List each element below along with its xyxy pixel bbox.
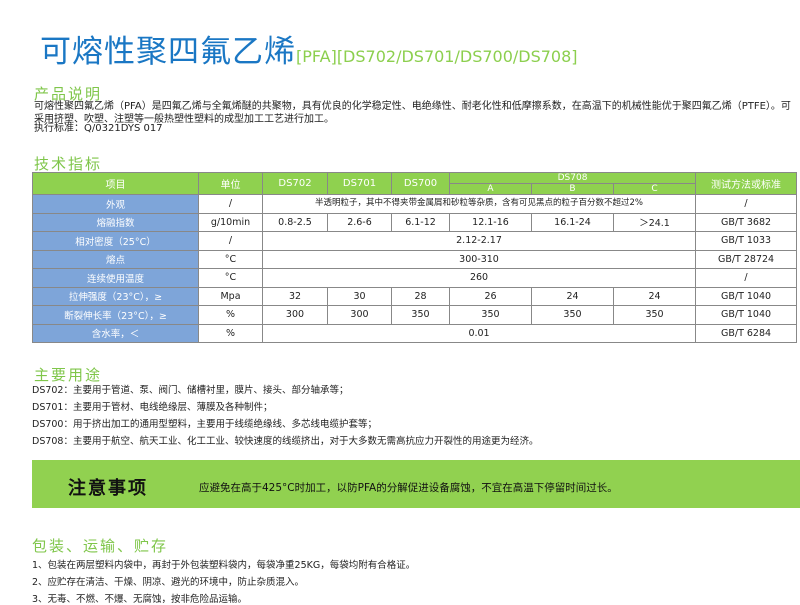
use-item: DS700：用于挤出加工的通用型塑料，主要用于线缆绝缘线、多芯线电缆护套等； — [32, 419, 377, 430]
storage-item: 3、无毒、不燃、不爆、无腐蚀，按非危险品运输。 — [32, 594, 248, 605]
col-ds700: DS700 — [391, 172, 450, 195]
spec-item: 含水率，＜ — [32, 323, 199, 343]
spec-item: 断裂伸长率（23°C），≥ — [32, 305, 199, 325]
storage-item: 2、应贮存在清洁、干燥、阴凉、避光的环境中，防止杂质混入。 — [32, 577, 305, 588]
col-ds708-c: C — [612, 183, 697, 195]
product-name: 可熔性聚四氟乙烯 — [40, 34, 296, 70]
specs-table: 项目 单位 DS702 DS701 DS700 DS708 测试方法或标准 A … — [32, 172, 798, 343]
notice-text: 应避免在高于425°C时加工，以防PFA的分解促进设备腐蚀，不宜在高温下停留时间… — [199, 482, 618, 494]
spec-item: 连续使用温度 — [32, 268, 199, 288]
spec-value: 350 — [612, 305, 697, 325]
spec-value: 32 — [262, 286, 328, 306]
spec-value: 半透明粒子，其中不得夹带金属屑和砂粒等杂质，含有可见黑点的粒子百分数不超过2% — [261, 194, 697, 214]
spec-value: 300-310 — [261, 249, 697, 269]
spec-unit: % — [198, 305, 263, 325]
description-heading: 产品说明 — [34, 85, 103, 103]
spec-row: 拉伸强度（23°C），≥ Mpa 32 30 28 26 24 24 GB/T 1040 — [32, 286, 798, 306]
spec-value: 2.12-2.17 — [261, 231, 697, 251]
spec-unit: / — [198, 231, 263, 251]
spec-row: 断裂伸长率（23°C），≥% 300 300 350 350 350 350 GB/T 104… — [32, 305, 798, 325]
spec-method: GB/T 1040 — [695, 286, 798, 306]
col-method: 测试方法或标准 — [695, 172, 798, 195]
spec-method: GB/T 28724 — [695, 249, 798, 269]
description-body: 可熔性聚四氟乙烯（PFA）是四氟乙烯与全氟烯醚的共聚物，具有优良的化学稳定性、电… — [34, 101, 791, 125]
spec-row: 相对密度（25°C）/2.12-2.17 GB/T 1033 — [32, 231, 798, 251]
spec-item: 相对密度（25°C） — [32, 231, 199, 251]
spec-unit: °C — [198, 249, 263, 269]
execution-standard: 执行标准：Q/0321DYS 017 — [34, 123, 163, 134]
spec-unit: °C — [198, 268, 263, 288]
spec-value: 24 — [531, 286, 614, 306]
uses-heading: 主要用途 — [34, 366, 103, 384]
spec-value: 16.1-24 — [531, 212, 614, 232]
spec-value: 12.1-16 — [449, 212, 532, 232]
notice-banner: 注意事项 应避免在高于425°C时加工，以防PFA的分解促进设备腐蚀，不宜在高温… — [32, 460, 800, 508]
spec-method: / — [695, 268, 798, 288]
spec-value: 0.8-2.5 — [262, 212, 328, 232]
spec-row: 连续使用温度 °C 260/ — [32, 268, 798, 288]
use-item: DS702：主要用于管道、泵、阀门、储槽衬里，膜片、接头、部分轴承等； — [32, 385, 349, 396]
spec-item: 熔点 — [32, 249, 199, 269]
spec-value: 350 — [531, 305, 614, 325]
spec-value: 350 — [449, 305, 532, 325]
page-title: 可熔性聚四氟乙烯[PFA][DS702/DS701/DS700/DS708] — [40, 26, 578, 71]
col-ds708-b: B — [531, 183, 614, 195]
spec-value: 0.01 — [261, 323, 697, 343]
spec-value: 24 — [612, 286, 697, 306]
spec-value: 2.6-6 — [327, 212, 392, 232]
col-item: 项目 — [32, 172, 199, 195]
spec-value: ＞24.1 — [612, 212, 697, 232]
use-item: DS701：主要用于管材、电线绝缘层、薄膜及各种制件； — [32, 402, 273, 413]
col-ds701: DS701 — [327, 172, 392, 195]
storage-item: 1、包装在两层塑料内袋中，再封于外包装塑料袋内，每袋净重25KG，每袋均附有合格… — [32, 560, 416, 571]
spec-row: 熔点 °C 300-310 GB/T 28724 — [32, 249, 798, 269]
col-ds708: DS708 — [448, 172, 697, 184]
spec-method: / — [695, 194, 798, 214]
spec-value: 30 — [327, 286, 392, 306]
spec-method: GB/T 3682 — [695, 212, 798, 232]
col-unit: 单位 — [198, 172, 263, 195]
spec-value: 350 — [391, 305, 450, 325]
spec-item: 熔融指数 — [32, 212, 199, 232]
spec-unit: % — [198, 323, 263, 343]
specs-heading: 技术指标 — [34, 155, 103, 173]
spec-method: GB/T 1033 — [695, 231, 798, 251]
spec-row: 熔融指数 g/10min 0.8-2.5 2.6-6 6.1-12 12.1-16 16.1… — [32, 212, 798, 232]
use-item: DS708：主要用于航空、航天工业、化工工业、较快速度的线缆挤出，对于大多数无需… — [32, 436, 539, 447]
spec-value: 28 — [391, 286, 450, 306]
notice-title: 注意事项 — [68, 478, 148, 499]
col-ds702: DS702 — [262, 172, 328, 195]
spec-unit: Mpa — [198, 286, 263, 306]
spec-value: 260 — [261, 268, 697, 288]
spec-value: 6.1-12 — [391, 212, 450, 232]
spec-value: 26 — [449, 286, 532, 306]
product-grades: [PFA][DS702/DS701/DS700/DS708] — [296, 47, 578, 66]
spec-item: 外观 — [32, 194, 199, 214]
spec-unit: / — [198, 194, 263, 214]
col-ds708-a: A — [449, 183, 532, 195]
spec-method: GB/T 1040 — [695, 305, 798, 325]
spec-row: 含水率，＜% 0.01 GB/T 6284 — [32, 323, 798, 343]
spec-unit: g/10min — [198, 212, 263, 232]
spec-row: 外观 / 半透明粒子，其中不得夹带金属屑和砂粒等杂质，含有可见黑点的粒子百分数不超过… — [32, 194, 798, 214]
spec-value: 300 — [262, 305, 328, 325]
spec-item: 拉伸强度（23°C），≥ — [32, 286, 199, 306]
spec-method: GB/T 6284 — [695, 323, 798, 343]
spec-value: 300 — [327, 305, 392, 325]
storage-heading: 包装、运输、贮存 — [32, 537, 169, 555]
